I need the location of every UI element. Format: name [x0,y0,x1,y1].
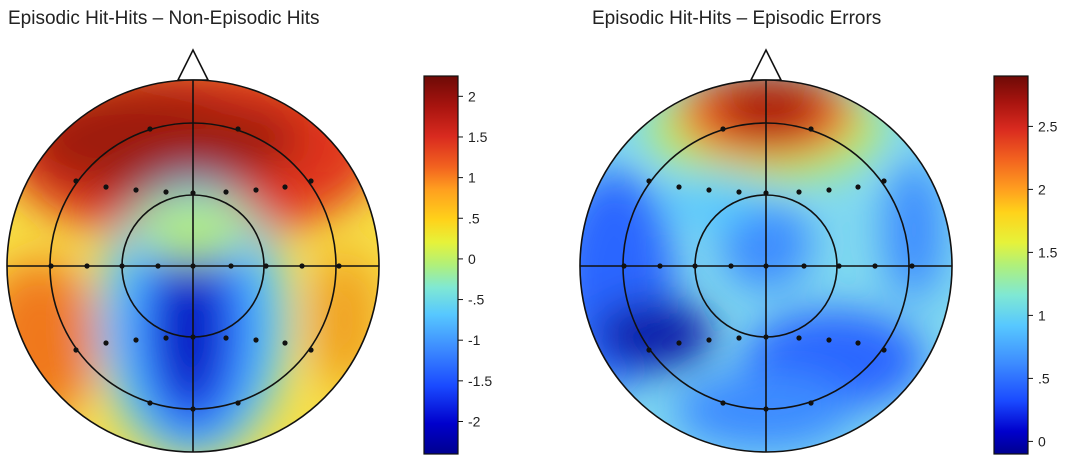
topomap-panel-left: Episodic Hit-Hits – Non-Episodic Hits [6,8,492,455]
colorbar-tick-label: 1.5 [1038,244,1058,260]
colorbar-tick-label: .5 [468,210,480,226]
topomap-figure: 2.521.51.50 [579,48,1058,455]
colorbar-tick-label: 1.5 [468,129,488,145]
topomap-panel-right: Episodic Hit-Hits – Episodic Errors [534,0,1068,458]
colorbar-tick-label: 0 [468,251,476,267]
colorbar-ticks: 21.51.50-.5-1-1.5-2 [458,88,492,429]
map-title: Episodic Hit-Hits – Non-Episodic Hits [8,8,320,29]
electrode-sites [621,126,915,412]
nose-marker [749,48,783,81]
electrode-sites [48,126,342,412]
nose-marker [176,48,210,81]
colorbar-tick-label: -1 [468,332,481,348]
colorbar [423,75,459,455]
colorbar-tick-label: 2 [1038,181,1046,197]
colorbar-tick-label: 1 [1038,307,1046,323]
colorbar-tick-label: 0 [1038,433,1046,449]
colorbar-tick-label: -2 [468,413,481,429]
colorbar [993,75,1029,455]
colorbar-tick-label: .5 [1038,370,1050,386]
scalp-potential-map [7,80,379,452]
colorbar-tick-label: 1 [468,170,476,186]
colorbar-ticks: 2.521.51.50 [1028,118,1058,449]
colorbar-tick-label: 2 [468,88,476,104]
colorbar-tick-label: -.5 [468,292,485,308]
colorbar-tick-label: -1.5 [468,373,492,389]
colorbar-tick-label: 2.5 [1038,118,1058,134]
topomap-figure: 21.51.50-.5-1-1.5-2 [6,48,492,455]
map-title: Episodic Hit-Hits – Episodic Errors [592,8,882,29]
